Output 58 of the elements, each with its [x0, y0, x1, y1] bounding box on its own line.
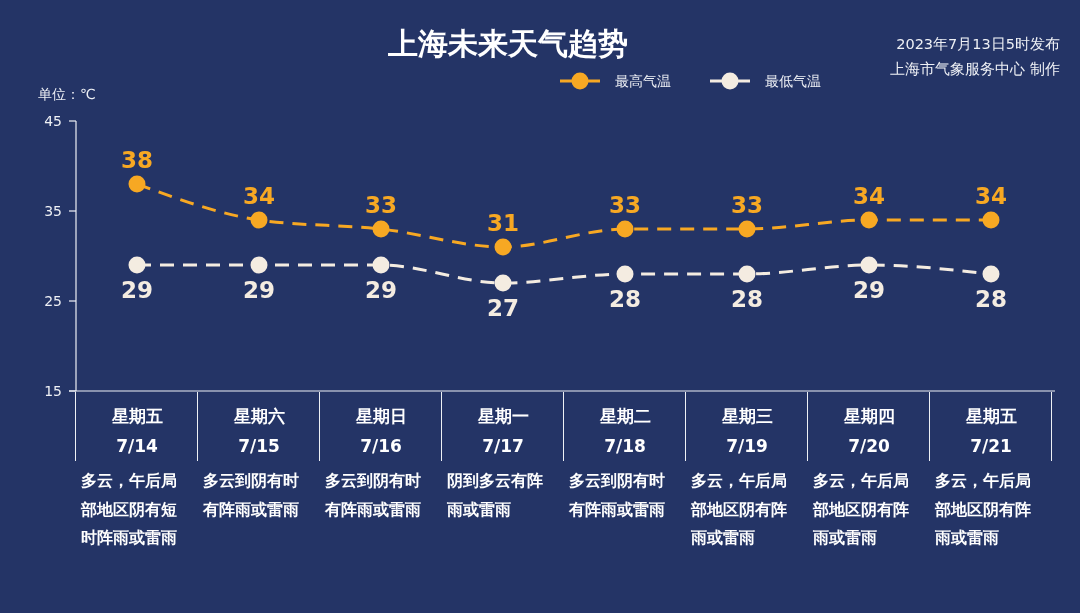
x-tick-label: 星期二 7/18 — [598, 406, 651, 456]
data-label: 34 — [974, 183, 1008, 209]
point — [982, 265, 1000, 283]
point — [616, 220, 634, 238]
y-tick-label: 35 — [44, 203, 62, 219]
y-tick-label: 25 — [44, 293, 62, 309]
point — [738, 220, 756, 238]
point — [128, 256, 146, 274]
point — [494, 274, 512, 292]
text: 多云到阴有时有阵雨或雷雨 — [324, 471, 421, 519]
data-label: 29 — [120, 277, 154, 303]
x-tick-label: 星期三 7/19 — [720, 406, 773, 456]
y-tick-label: 15 — [44, 383, 62, 399]
text: 多云到阴有时有阵雨或雷雨 — [202, 471, 299, 519]
data-label: 27 — [486, 295, 520, 321]
point — [494, 238, 512, 256]
point — [128, 175, 146, 193]
legend-label: 最高气温 — [615, 73, 671, 89]
point — [250, 211, 268, 229]
x-tick-label: 星期日 7/16 — [354, 406, 407, 456]
point — [738, 265, 756, 283]
data-label: 28 — [730, 286, 764, 312]
text: 上海市气象服务中心 制作 — [890, 61, 1060, 77]
text: 多云，午后局部地区阴有阵雨或雷雨 — [934, 471, 1031, 547]
text: 多云，午后局部地区阴有阵雨或雷雨 — [690, 471, 787, 547]
legend-label: 最低气温 — [765, 73, 821, 89]
point — [860, 211, 878, 229]
data-label: 28 — [974, 286, 1008, 312]
point — [250, 256, 268, 274]
data-label: 38 — [120, 147, 154, 173]
data-label: 29 — [242, 277, 276, 303]
text: 多云，午后局部地区阴有阵雨或雷雨 — [812, 471, 909, 547]
point — [982, 211, 1000, 229]
data-label: 33 — [608, 192, 642, 218]
point — [616, 265, 634, 283]
data-label: 28 — [608, 286, 642, 312]
text: 2023年7月13日5时发布 — [896, 36, 1060, 52]
data-label: 33 — [730, 192, 764, 218]
x-tick-label: 星期五 7/14 — [110, 406, 163, 456]
x-tick-label: 星期五 7/21 — [964, 406, 1017, 456]
data-label: 33 — [364, 192, 398, 218]
text: 多云，午后局部地区阴有短时阵雨或雷雨 — [80, 471, 177, 547]
data-label: 29 — [852, 277, 886, 303]
y-tick-label: 45 — [44, 113, 62, 129]
chart-title: 上海未来天气趋势 — [387, 26, 628, 61]
x-tick-label: 星期一 7/17 — [476, 406, 529, 456]
text: 阴到多云有阵雨或雷雨 — [446, 471, 543, 519]
point — [860, 256, 878, 274]
data-label: 31 — [486, 210, 520, 236]
point — [372, 256, 390, 274]
text: 多云到阴有时有阵雨或雷雨 — [568, 471, 665, 519]
x-tick-label: 星期四 7/20 — [842, 406, 895, 456]
data-label: 29 — [364, 277, 398, 303]
x-tick-label: 星期六 7/15 — [232, 406, 285, 456]
y-axis-title: 单位：℃ — [38, 86, 96, 102]
point — [372, 220, 390, 238]
data-label: 34 — [852, 183, 886, 209]
data-label: 34 — [242, 183, 276, 209]
